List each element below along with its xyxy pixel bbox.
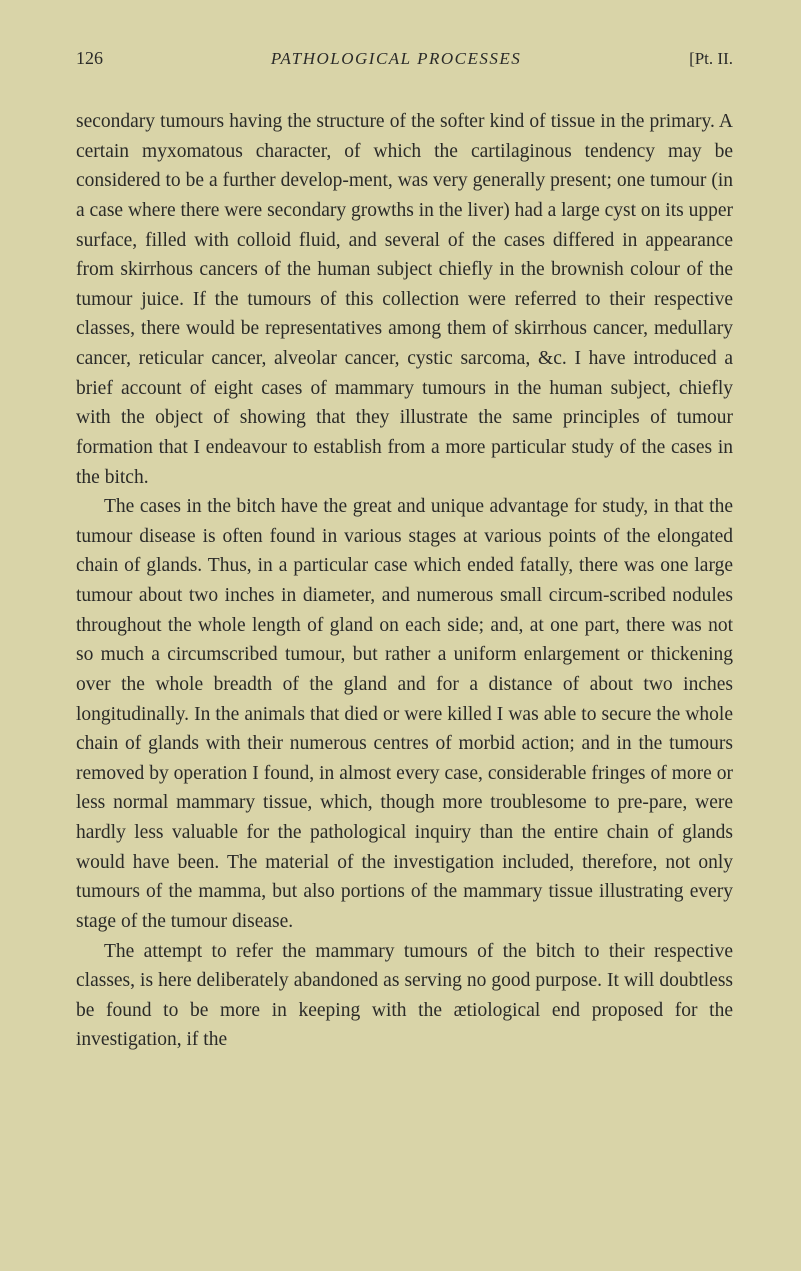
paragraph-2: The cases in the bitch have the great an… [76,492,733,936]
paragraph-1: secondary tumours having the structure o… [76,107,733,492]
page-header: 126 PATHOLOGICAL PROCESSES [Pt. II. [76,48,733,69]
part-label: [Pt. II. [689,49,733,69]
running-title: PATHOLOGICAL PROCESSES [271,49,521,69]
body-text: secondary tumours having the structure o… [76,107,733,1055]
paragraph-3: The attempt to refer the mammary tumours… [76,937,733,1056]
page-number: 126 [76,48,103,69]
